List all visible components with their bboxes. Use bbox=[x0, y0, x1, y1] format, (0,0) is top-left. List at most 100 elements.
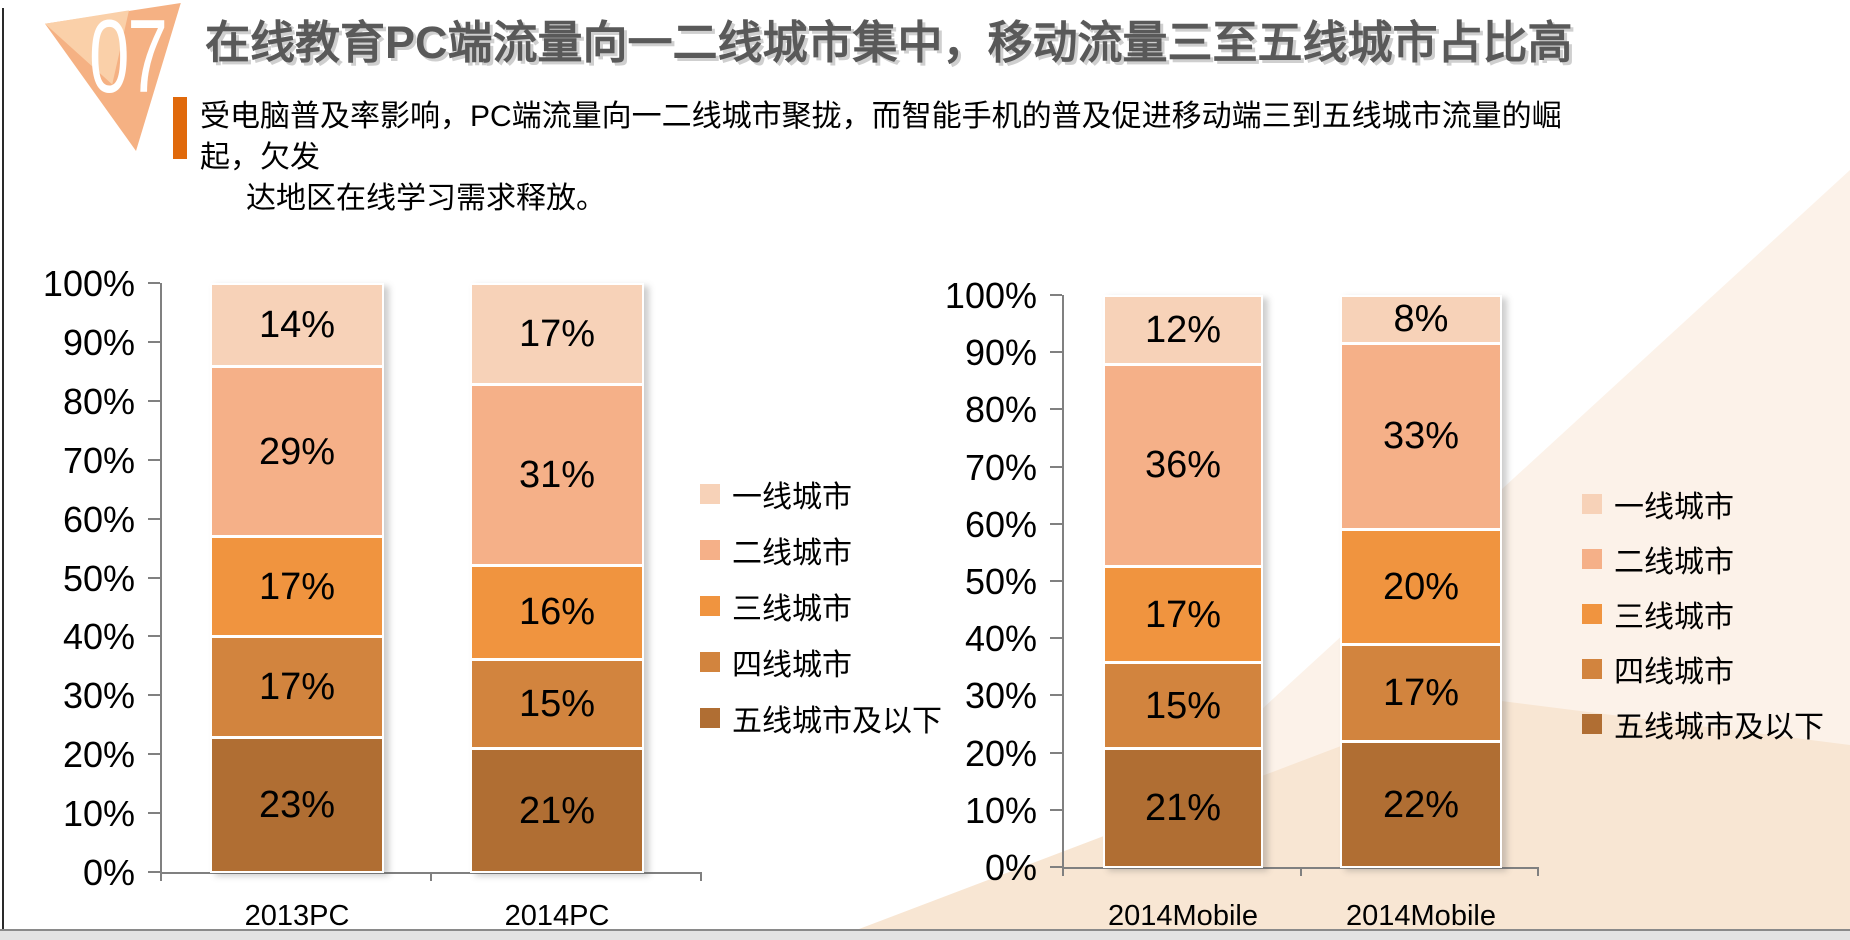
bar-segment: 16% bbox=[472, 563, 642, 659]
segment-value-label: 23% bbox=[258, 783, 336, 826]
x-axis-tick-mark bbox=[160, 872, 162, 881]
segment-value-label: 12% bbox=[1144, 309, 1222, 352]
segment-value-label: 17% bbox=[258, 666, 336, 709]
subtitle-line-1: 受电脑普及率影响，PC端流量向一二线城市聚拢，而智能手机的普及促进移动端三到五线… bbox=[200, 100, 1562, 174]
legend-item: 四线城市 bbox=[1582, 641, 1824, 696]
legend-swatch bbox=[1582, 603, 1602, 624]
y-axis-tick-mark bbox=[148, 399, 160, 402]
slide-bottom-border bbox=[0, 929, 1850, 931]
bar-segment: 8% bbox=[1342, 297, 1500, 342]
category-label: 2014Mobile bbox=[1346, 900, 1496, 932]
legend-label: 二线城市 bbox=[732, 537, 852, 570]
x-axis-line bbox=[1062, 867, 1537, 869]
x-axis-tick-mark bbox=[1537, 867, 1539, 876]
bar-segment: 36% bbox=[1105, 363, 1261, 565]
legend-swatch bbox=[1582, 548, 1602, 569]
segment-value-label: 17% bbox=[1144, 593, 1222, 636]
segment-value-label: 22% bbox=[1382, 783, 1460, 826]
y-axis-line bbox=[1062, 295, 1064, 869]
bar-segment: 22% bbox=[1342, 740, 1500, 867]
segment-value-label: 15% bbox=[1144, 684, 1222, 727]
legend-label: 五线城市及以下 bbox=[1614, 710, 1824, 744]
y-axis-tick-label: 70% bbox=[964, 446, 1037, 488]
legend-swatch bbox=[1582, 658, 1602, 679]
y-axis-tick-mark bbox=[1050, 294, 1062, 296]
bar-segment: 14% bbox=[212, 285, 382, 366]
legend-label: 四线城市 bbox=[732, 649, 852, 682]
segment-value-label: 14% bbox=[258, 304, 336, 347]
y-axis-tick-mark bbox=[148, 517, 160, 520]
legend-item: 四线城市 bbox=[700, 634, 942, 690]
y-axis-line bbox=[160, 283, 162, 874]
legend-swatch bbox=[1582, 493, 1602, 514]
y-axis-tick-mark bbox=[148, 458, 160, 461]
y-axis-tick-mark bbox=[148, 635, 160, 638]
slide-bottom-strip bbox=[0, 931, 1850, 940]
segment-value-label: 21% bbox=[1144, 787, 1222, 830]
segment-value-label: 17% bbox=[1382, 672, 1460, 715]
segment-value-label: 21% bbox=[518, 789, 596, 832]
chart-legend: 一线城市 二线城市 三线城市 四线城市 五线城市及以下 bbox=[700, 466, 942, 746]
y-axis-tick-mark bbox=[1050, 866, 1062, 868]
bar-segment: 15% bbox=[1105, 661, 1261, 748]
legend-label: 五线城市及以下 bbox=[732, 705, 942, 738]
y-axis-tick-label: 50% bbox=[964, 561, 1037, 602]
legend-item: 三线城市 bbox=[700, 578, 942, 634]
y-axis-tick-label: 0% bbox=[82, 852, 135, 893]
bar-segment: 29% bbox=[212, 365, 382, 535]
y-axis-tick-mark bbox=[1050, 522, 1062, 525]
y-axis-tick-mark bbox=[148, 753, 160, 756]
y-axis-tick-label: 40% bbox=[62, 616, 135, 658]
bar-segment: 23% bbox=[212, 735, 382, 871]
bar-segment: 21% bbox=[1105, 747, 1261, 866]
bar-segment: 33% bbox=[1342, 341, 1500, 529]
stacked-bar: 8% 33% 20% 17% 22% bbox=[1340, 295, 1502, 868]
y-axis-tick-label: 30% bbox=[964, 675, 1037, 717]
category-label: 2014PC bbox=[504, 900, 610, 932]
slide-number-marker: 07 bbox=[45, 0, 185, 151]
bar-segment: 17% bbox=[472, 285, 642, 383]
y-axis-tick-label: 90% bbox=[62, 321, 135, 363]
segment-value-label: 36% bbox=[1144, 444, 1222, 487]
bar-segment: 17% bbox=[212, 534, 382, 636]
y-axis-tick-label: 60% bbox=[62, 498, 135, 540]
y-axis-tick-mark bbox=[1050, 580, 1062, 582]
stacked-bar: 17% 31% 16% 15% 21% bbox=[470, 283, 644, 873]
y-axis-tick-mark bbox=[1050, 694, 1062, 697]
y-axis-tick-mark bbox=[1050, 808, 1062, 811]
legend-label: 一线城市 bbox=[1614, 490, 1734, 524]
legend-label: 四线城市 bbox=[1614, 655, 1734, 689]
segment-value-label: 8% bbox=[1393, 298, 1449, 341]
segment-value-label: 20% bbox=[1382, 566, 1460, 609]
legend-item: 二线城市 bbox=[700, 522, 942, 578]
x-axis-tick-mark bbox=[1300, 867, 1302, 876]
segment-value-label: 31% bbox=[518, 453, 596, 496]
chart-legend: 一线城市二线城市三线城市四线城市五线城市及以下 bbox=[1582, 476, 1824, 751]
y-axis-tick-label: 50% bbox=[62, 557, 135, 599]
y-axis-tick-mark bbox=[148, 576, 160, 579]
legend-swatch bbox=[1582, 713, 1602, 734]
bar-segment: 31% bbox=[472, 382, 642, 564]
legend-item: 三线城市 bbox=[1582, 586, 1824, 641]
segment-value-label: 17% bbox=[518, 312, 596, 355]
y-axis-tick-label: 100% bbox=[42, 263, 135, 304]
segment-value-label: 29% bbox=[258, 430, 336, 473]
slide-left-border bbox=[2, 8, 4, 932]
bar-segment: 20% bbox=[1342, 528, 1500, 643]
slide-number: 07 bbox=[89, 0, 168, 115]
segment-value-label: 33% bbox=[1382, 415, 1460, 458]
legend-label: 二线城市 bbox=[1614, 545, 1734, 579]
legend-swatch bbox=[700, 708, 720, 728]
y-axis-tick-mark bbox=[148, 282, 160, 284]
y-axis-tick-label: 30% bbox=[62, 675, 135, 717]
y-axis-tick-mark bbox=[148, 871, 160, 873]
legend-item: 五线城市及以下 bbox=[700, 690, 942, 746]
y-axis-tick-mark bbox=[1050, 637, 1062, 640]
subtitle-line-2: 达地区在线学习需求释放。 bbox=[246, 182, 606, 215]
y-axis-tick-mark bbox=[1050, 408, 1062, 411]
y-axis-tick-label: 0% bbox=[984, 847, 1037, 888]
y-axis-tick-mark bbox=[148, 812, 160, 815]
page-title: 在线教育PC端流量向一二线城市集中，移动流量三至五线城市占比高 bbox=[205, 17, 1573, 68]
legend-swatch bbox=[700, 652, 720, 672]
